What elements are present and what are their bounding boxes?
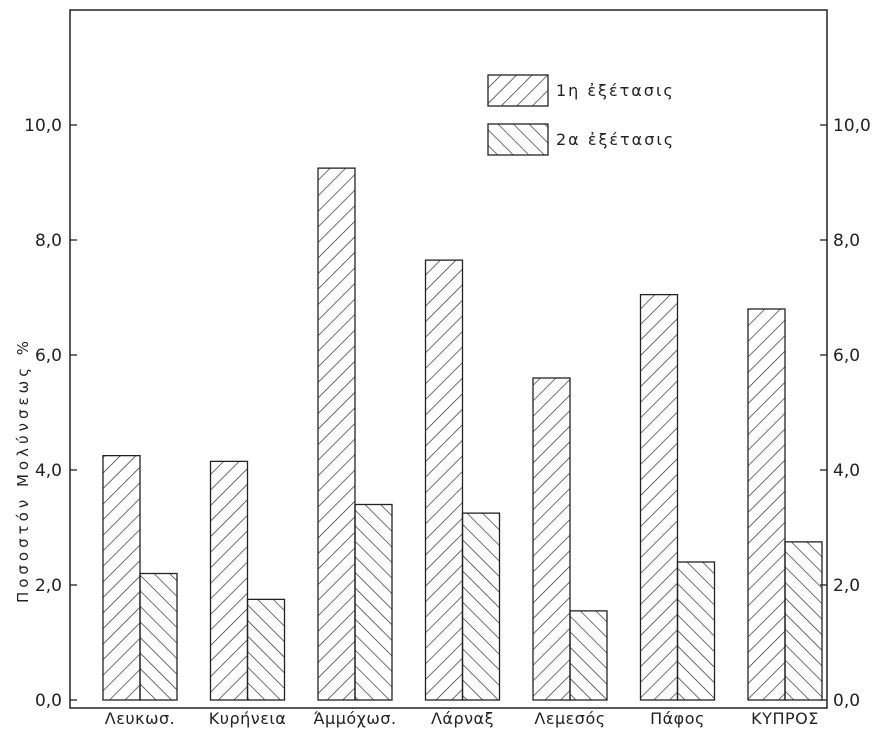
left-y-axis: 0,0 2,0 4,0 6,0 8,0 10,0 (24, 116, 77, 711)
category-label: ΚΥΠΡΟΣ (751, 709, 819, 728)
bar-series-2 (139, 572, 178, 701)
bar-series-2 (246, 598, 286, 701)
right-tick-label: 2,0 (833, 576, 860, 596)
left-tick-label: 2,0 (35, 576, 62, 596)
bar-series-1 (424, 259, 464, 701)
right-tick-label: 4,0 (833, 461, 860, 481)
category-label: Άμμόχωσ. (313, 709, 396, 728)
bar-series-1 (639, 293, 679, 701)
right-tick-label: 8,0 (833, 231, 860, 251)
bar-series-1 (209, 460, 249, 701)
bar-series-1 (747, 308, 786, 701)
left-tick-label: 10,0 (24, 116, 62, 136)
right-y-axis: 0,0 2,0 4,0 6,0 8,0 10,0 (820, 116, 871, 711)
left-tick-label: 0,0 (35, 691, 62, 711)
bars-group (102, 167, 823, 701)
legend: 1η ἐξέτασις 2α ἐξέτασις (487, 74, 675, 156)
bar-series-2 (354, 503, 393, 701)
right-tick-label: 6,0 (833, 346, 860, 366)
left-tick-label: 6,0 (35, 346, 62, 366)
bar-series-1 (102, 454, 141, 701)
legend-label-2: 2α ἐξέτασις (556, 130, 675, 149)
category-label: Λευκωσ. (105, 709, 175, 728)
category-labels: Λευκωσ. Κυρήνεια Άμμόχωσ. Λάρναξ Λεμεσός Πάφο… (105, 709, 819, 728)
category-label: Λεμεσός (534, 709, 605, 728)
bar-series-2 (569, 610, 608, 701)
legend-label-1: 1η ἐξέτασις (556, 81, 675, 100)
category-label: Κυρήνεια (209, 709, 287, 728)
bar-series-1 (317, 167, 356, 701)
legend-swatch-2 (487, 123, 549, 156)
right-tick-label: 0,0 (833, 691, 860, 711)
plot-frame (69, 9, 828, 709)
bar-series-2 (676, 561, 716, 701)
right-tick-label: 10,0 (833, 116, 871, 136)
legend-swatch-1 (487, 74, 549, 107)
y-axis-label: Ποσοστόν Μολύνσεως % (14, 337, 32, 603)
bar-series-1 (532, 377, 571, 701)
category-label: Λάρναξ (431, 709, 494, 728)
bar-series-2 (784, 541, 823, 701)
left-tick-label: 4,0 (35, 461, 62, 481)
left-tick-label: 8,0 (35, 231, 62, 251)
category-label: Πάφος (650, 709, 705, 728)
bar-series-2 (461, 512, 501, 701)
